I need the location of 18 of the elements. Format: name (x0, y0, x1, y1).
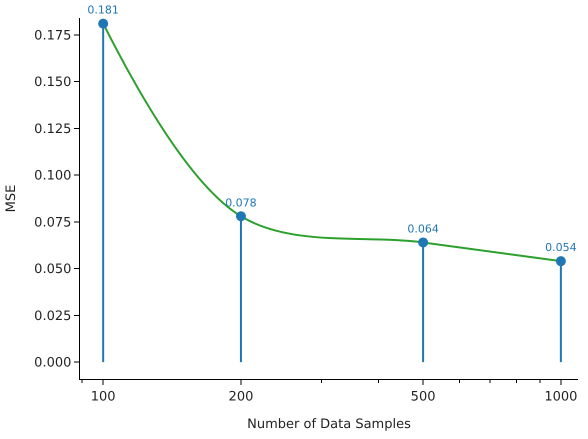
y-tick-label: 0.050 (34, 262, 72, 278)
data-label: 0.181 (87, 4, 119, 17)
data-label: 0.054 (545, 241, 577, 254)
x-tick-label: 100 (90, 390, 116, 405)
x-tick-label: 1000 (544, 390, 578, 405)
y-tick-label: 0.175 (34, 28, 72, 44)
x-tick-label: 500 (410, 390, 436, 405)
x-axis-title: Number of Data Samples (247, 417, 412, 432)
data-label: 0.078 (225, 196, 257, 210)
y-tick-label: 0.000 (34, 356, 72, 371)
y-tick-label: 0.125 (34, 122, 72, 137)
y-tick-label: 0.025 (34, 308, 72, 324)
y-axis-title: MSE (4, 184, 20, 212)
data-label: 0.064 (407, 222, 439, 236)
y-tick-label: 0.100 (34, 168, 72, 184)
y-tick-label: 0.150 (34, 75, 72, 90)
y-tick-label: 0.075 (34, 215, 72, 230)
x-tick-label: 200 (228, 390, 254, 405)
